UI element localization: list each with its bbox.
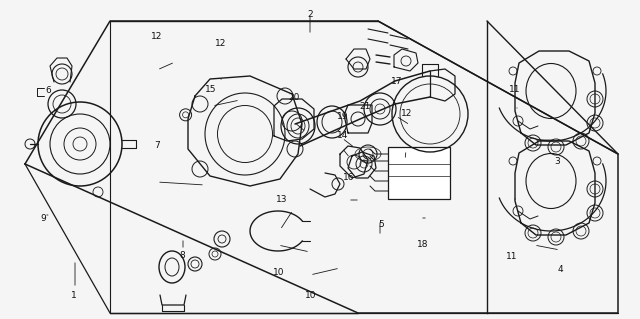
Text: 12: 12: [215, 39, 227, 48]
Text: 2: 2: [308, 10, 313, 19]
Text: 21: 21: [359, 102, 371, 111]
Text: 4: 4: [557, 265, 563, 274]
Text: 14: 14: [337, 131, 348, 140]
Text: 20: 20: [289, 93, 300, 102]
Text: 13: 13: [276, 195, 287, 204]
Text: 8: 8: [180, 251, 185, 260]
Text: 11: 11: [506, 252, 518, 261]
Text: 3: 3: [554, 157, 559, 166]
Text: 5: 5: [378, 220, 383, 229]
Text: 9: 9: [41, 214, 46, 223]
Text: 16: 16: [343, 173, 355, 182]
Bar: [388, 147, 450, 199]
Text: 12: 12: [401, 109, 412, 118]
Text: 12: 12: [151, 32, 163, 41]
Text: 15: 15: [205, 85, 217, 94]
Text: 17: 17: [391, 77, 403, 86]
Text: 19: 19: [337, 112, 348, 121]
Text: 10: 10: [305, 291, 316, 300]
Text: 18: 18: [417, 240, 428, 249]
Text: 10: 10: [273, 268, 284, 277]
Text: 7: 7: [154, 141, 159, 150]
Text: 11: 11: [509, 85, 521, 94]
Text: 6: 6: [45, 86, 51, 95]
Text: 1: 1: [71, 291, 76, 300]
